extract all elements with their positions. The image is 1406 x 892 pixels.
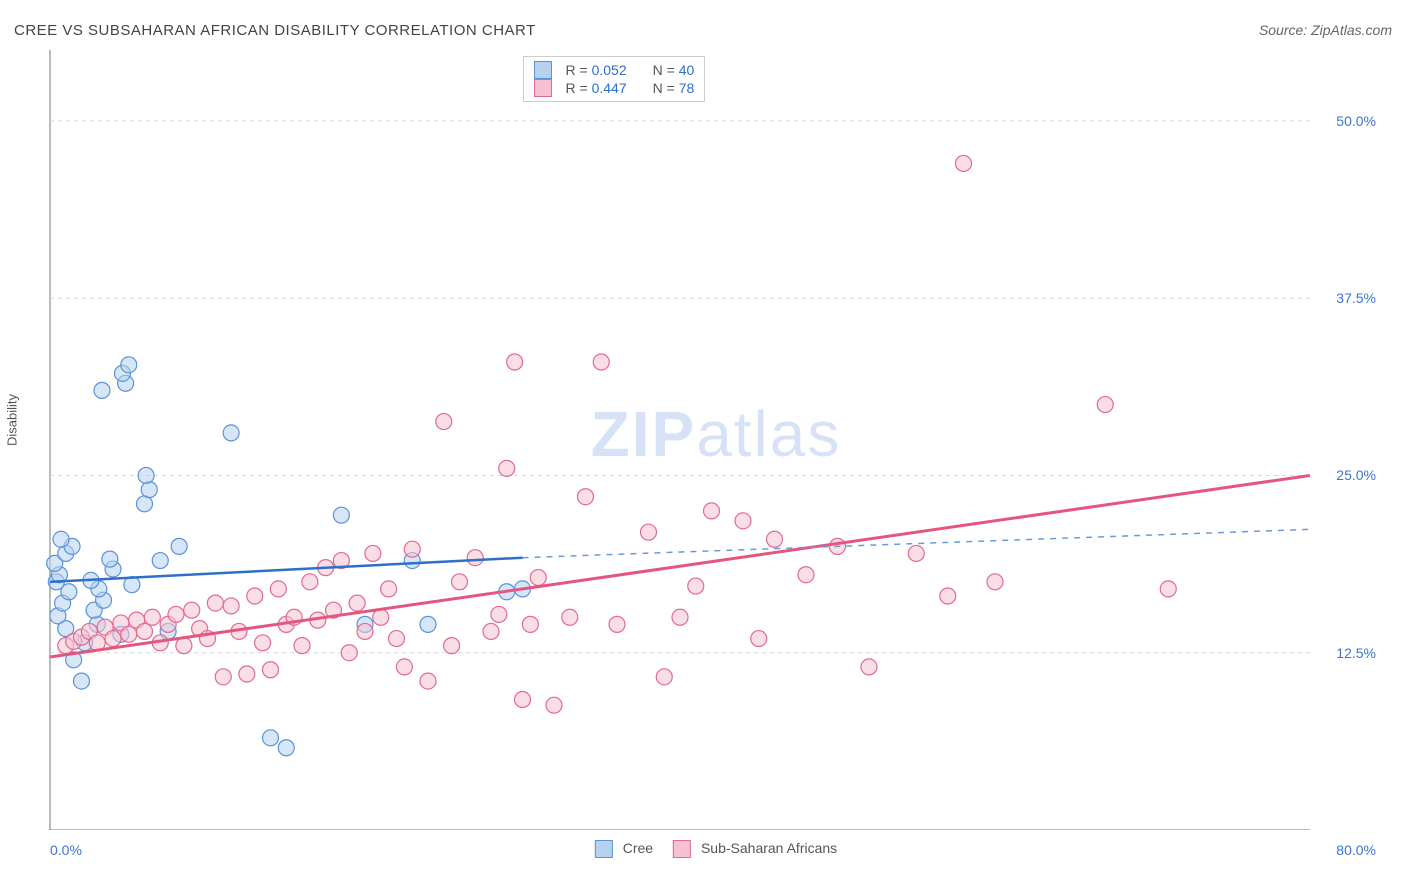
scatter-chart-svg (46, 50, 1386, 830)
y-tick-label: 37.5% (1336, 290, 1376, 306)
legend-swatch-icon (673, 840, 691, 858)
y-tick-label: 12.5% (1336, 645, 1376, 661)
source-attribution: Source: ZipAtlas.com (1259, 22, 1392, 38)
stat-n: N = 40 (653, 62, 695, 78)
x-axis-area: 0.0% Cree Sub-Saharan Africans 80.0% (46, 836, 1386, 876)
series-legend: Cree Sub-Saharan Africans (595, 840, 837, 858)
x-axis-min-label: 0.0% (50, 842, 82, 858)
legend-item-cree: Cree (595, 840, 653, 858)
stat-r: R = 0.447 (566, 80, 627, 96)
legend-swatch-icon (595, 840, 613, 858)
stat-r: R = 0.052 (566, 62, 627, 78)
stat-legend-row: R = 0.052 N = 40 (534, 61, 695, 79)
stat-n: N = 78 (653, 80, 695, 96)
legend-swatch-icon (534, 79, 552, 97)
stat-legend: R = 0.052 N = 40 R = 0.447 N = 78 (523, 56, 706, 102)
legend-swatch-icon (534, 61, 552, 79)
legend-label: Sub-Saharan Africans (701, 840, 837, 856)
chart-title: CREE VS SUBSAHARAN AFRICAN DISABILITY CO… (14, 22, 536, 39)
chart-area: ZIPatlas R = 0.052N = 40R = 0.447N = 78 … (46, 50, 1386, 830)
stat-legend-row: R = 0.447 N = 78 (534, 79, 695, 97)
y-tick-label: 50.0% (1336, 113, 1376, 129)
y-axis-label: Disability (5, 394, 20, 446)
y-tick-label: 25.0% (1336, 467, 1376, 483)
legend-label: Cree (623, 840, 653, 856)
x-axis-max-label: 80.0% (1336, 842, 1376, 858)
legend-item-ssa: Sub-Saharan Africans (673, 840, 837, 858)
